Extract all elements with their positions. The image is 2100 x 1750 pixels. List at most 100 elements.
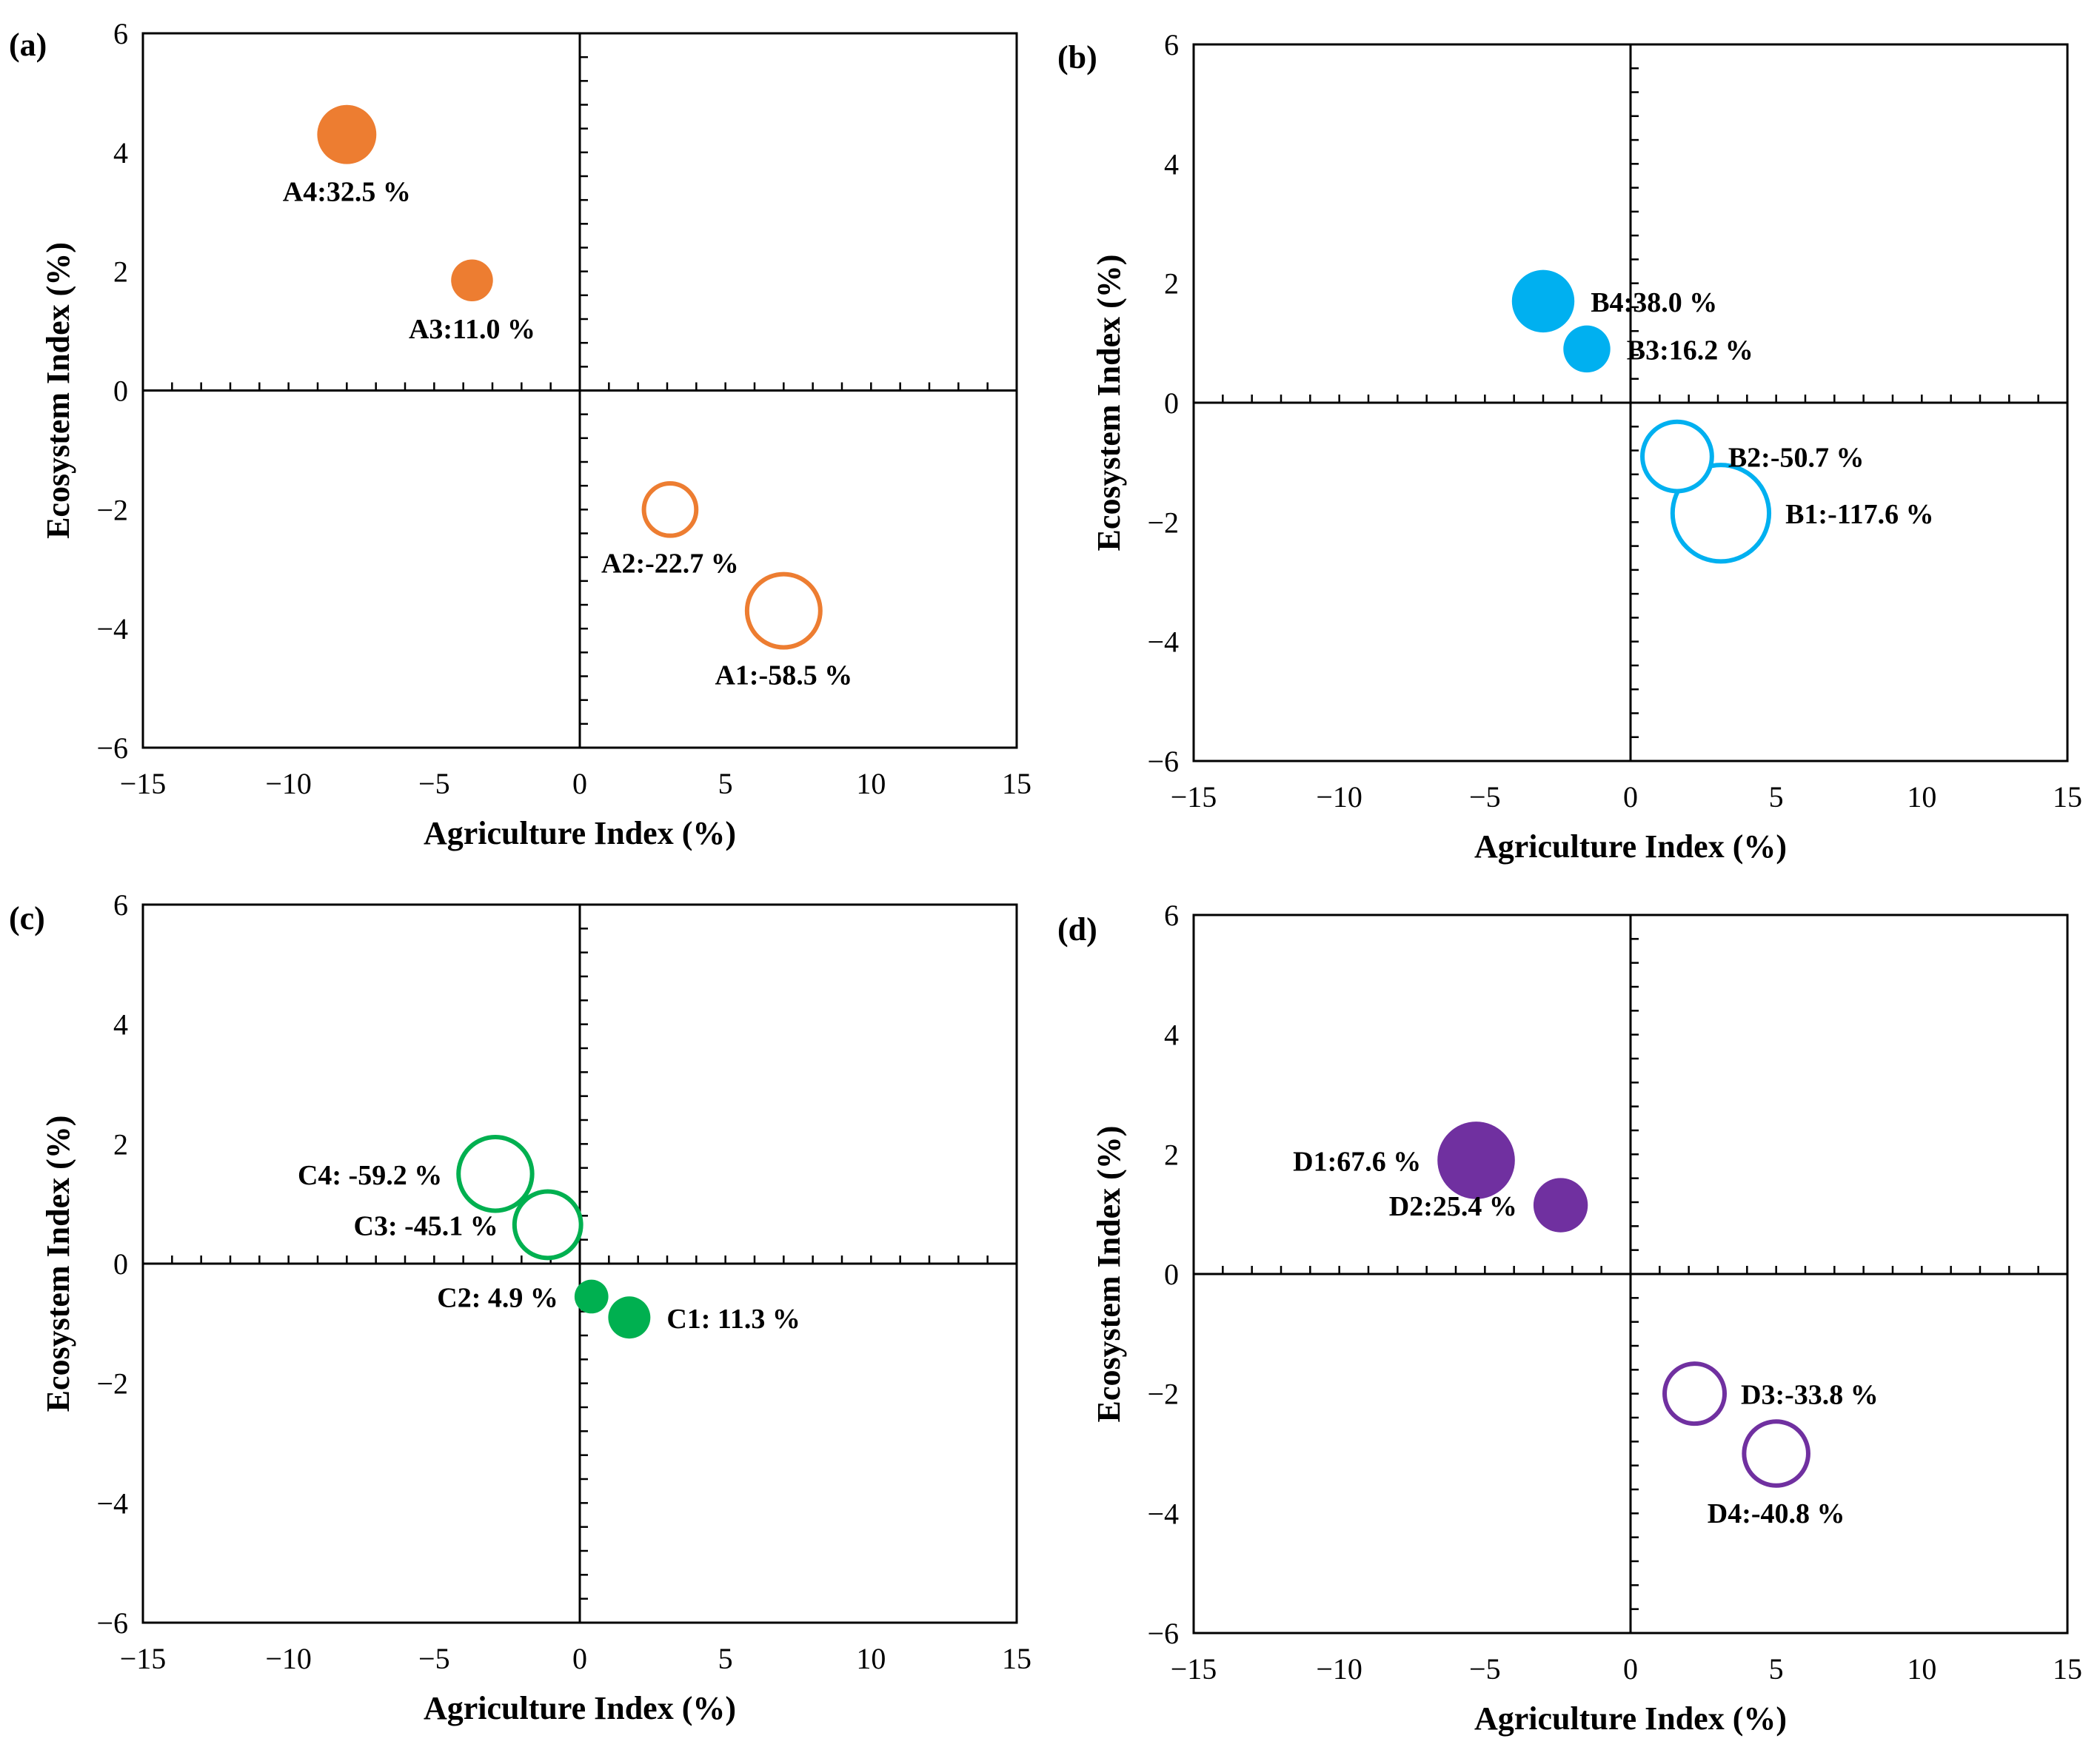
- y-tick-label: −4: [1147, 626, 1179, 659]
- data-point-B1: [1670, 463, 1772, 564]
- x-tick-label: 5: [1769, 1652, 1784, 1686]
- chart-panel-c: (c) −15 −10 −5 0 5 10 15 −6 −4 −2 0 2 4 6 Agriculture I…: [9, 888, 1031, 1726]
- y-tick-label: 6: [1164, 899, 1179, 932]
- data-point-D2: [1533, 1178, 1588, 1233]
- x-tick-label: −10: [265, 1642, 312, 1675]
- x-tick-label: −5: [1469, 780, 1501, 814]
- x-axis-title: Agriculture Index (%): [424, 815, 736, 851]
- x-tick-label: 0: [1623, 780, 1638, 814]
- x-axis-title: Agriculture Index (%): [1474, 1700, 1787, 1737]
- data-point-A4: [317, 104, 377, 164]
- x-tick-label: −10: [265, 767, 312, 800]
- data-label-D1: D1:67.6 %: [1293, 1146, 1421, 1177]
- y-tick-label: −6: [96, 731, 128, 765]
- y-tick-label: 6: [113, 17, 128, 50]
- y-tick-label: 2: [1164, 267, 1179, 301]
- x-tick-label: −15: [120, 1642, 167, 1675]
- data-label-A3: A3:11.0 %: [409, 314, 535, 345]
- data-label-A2: A2:-22.7 %: [601, 549, 739, 580]
- data-label-A1: A1:-58.5 %: [715, 660, 852, 691]
- x-tick-label: 15: [2053, 1652, 2082, 1686]
- panel-letter: (c): [9, 900, 45, 936]
- chart-panel-d: (d) −15 −10 −5 0 5 10 15 −6 −4 −2 0 2 4 6 Agriculture I…: [1057, 899, 2082, 1737]
- data-point-D4: [1742, 1419, 1810, 1488]
- panel-letter: (b): [1057, 39, 1097, 76]
- data-label-B4: B4:38.0 %: [1591, 287, 1717, 318]
- x-tick-label: 10: [1907, 780, 1936, 814]
- x-tick-label: −5: [1469, 1652, 1501, 1686]
- y-tick-label: 2: [113, 1127, 128, 1161]
- y-tick-label: 0: [113, 1247, 128, 1281]
- x-tick-label: −10: [1316, 1652, 1362, 1686]
- x-tick-label: 5: [718, 767, 733, 800]
- data-point-D3: [1662, 1361, 1728, 1427]
- axis-minor-ticks: [171, 56, 989, 725]
- x-axis-title: Agriculture Index (%): [1474, 828, 1787, 865]
- x-tick-label: −15: [1171, 780, 1217, 814]
- data-label-C2: C2: 4.9 %: [437, 1282, 558, 1313]
- x-tick-label: 10: [856, 1642, 886, 1675]
- y-tick-label: −2: [1147, 506, 1179, 539]
- axis-minor-ticks: [1222, 938, 2039, 1610]
- y-tick-label: 4: [113, 136, 128, 170]
- data-point-B2: [1640, 419, 1714, 494]
- y-tick-label: 2: [113, 255, 128, 289]
- axis-minor-ticks: [1222, 67, 2039, 738]
- data-label-D2: D2:25.4 %: [1389, 1191, 1517, 1222]
- x-tick-label: 15: [2053, 780, 2082, 814]
- y-axis-title: Ecosystem Index (%): [1091, 255, 1127, 552]
- x-tick-label: 15: [1002, 1642, 1031, 1675]
- x-tick-label: −5: [418, 1642, 450, 1675]
- x-tick-label: 5: [718, 1642, 733, 1675]
- x-tick-label: 15: [1002, 767, 1031, 800]
- y-tick-label: 4: [1164, 147, 1179, 181]
- x-tick-label: −10: [1316, 780, 1362, 814]
- x-axis-title: Agriculture Index (%): [424, 1690, 736, 1726]
- data-point-C4: [456, 1135, 535, 1213]
- x-tick-label: −5: [418, 767, 450, 800]
- y-tick-label: −6: [96, 1606, 128, 1640]
- panel-letter: (d): [1057, 911, 1097, 948]
- y-tick-label: −6: [1147, 1617, 1179, 1650]
- y-tick-label: 6: [1164, 28, 1179, 61]
- x-tick-label: 5: [1769, 780, 1784, 814]
- y-axis-title: Ecosystem Index (%): [1091, 1126, 1127, 1423]
- y-tick-label: −2: [96, 493, 128, 526]
- data-label-B2: B2:-50.7 %: [1728, 443, 1865, 474]
- data-label-D4: D4:-40.8 %: [1708, 1498, 1845, 1529]
- x-tick-label: −15: [1171, 1652, 1217, 1686]
- y-axis-title: Ecosystem Index (%): [40, 242, 76, 539]
- y-tick-label: 4: [113, 1008, 128, 1042]
- data-label-C3: C3: -45.1 %: [354, 1210, 498, 1241]
- data-label-C1: C1: 11.3 %: [666, 1304, 800, 1335]
- data-label-B3: B3:16.2 %: [1627, 335, 1753, 366]
- chart-panel-b: (b) −15 −10 −5 0 5 10 15 −6 −4 −2 0 2 4 6 Agriculture I…: [1057, 28, 2082, 865]
- data-point-C1: [608, 1296, 651, 1339]
- panel-letter: (a): [9, 27, 47, 63]
- data-label-A4: A4:32.5 %: [283, 177, 411, 208]
- data-point-B4: [1511, 269, 1575, 333]
- x-tick-label: −15: [120, 767, 167, 800]
- x-tick-label: 10: [856, 767, 886, 800]
- data-point-A2: [641, 480, 699, 538]
- y-tick-label: 0: [1164, 386, 1179, 420]
- chart-panel-a: (a) −15 −10 −5 0 5 10 15 −6 −4 −2 0 2 4 6 Agriculture I…: [9, 17, 1031, 851]
- y-tick-label: −4: [1147, 1497, 1179, 1530]
- data-point-B3: [1563, 325, 1611, 373]
- y-tick-label: 2: [1164, 1138, 1179, 1171]
- data-point-C3: [512, 1189, 583, 1261]
- y-tick-label: −2: [96, 1367, 128, 1401]
- y-tick-label: −4: [96, 1486, 128, 1520]
- y-tick-label: 0: [1164, 1258, 1179, 1291]
- x-tick-label: 0: [572, 1642, 587, 1675]
- data-label-D3: D3:-33.8 %: [1741, 1380, 1879, 1411]
- y-axis-title: Ecosystem Index (%): [40, 1116, 76, 1412]
- x-tick-label: 0: [1623, 1652, 1638, 1686]
- data-label-B1: B1:-117.6 %: [1785, 499, 1934, 530]
- y-tick-label: −2: [1147, 1378, 1179, 1411]
- y-tick-label: 6: [113, 888, 128, 922]
- y-tick-label: 0: [113, 375, 128, 408]
- data-label-C4: C4: -59.2 %: [298, 1160, 442, 1191]
- data-point-A3: [451, 259, 493, 301]
